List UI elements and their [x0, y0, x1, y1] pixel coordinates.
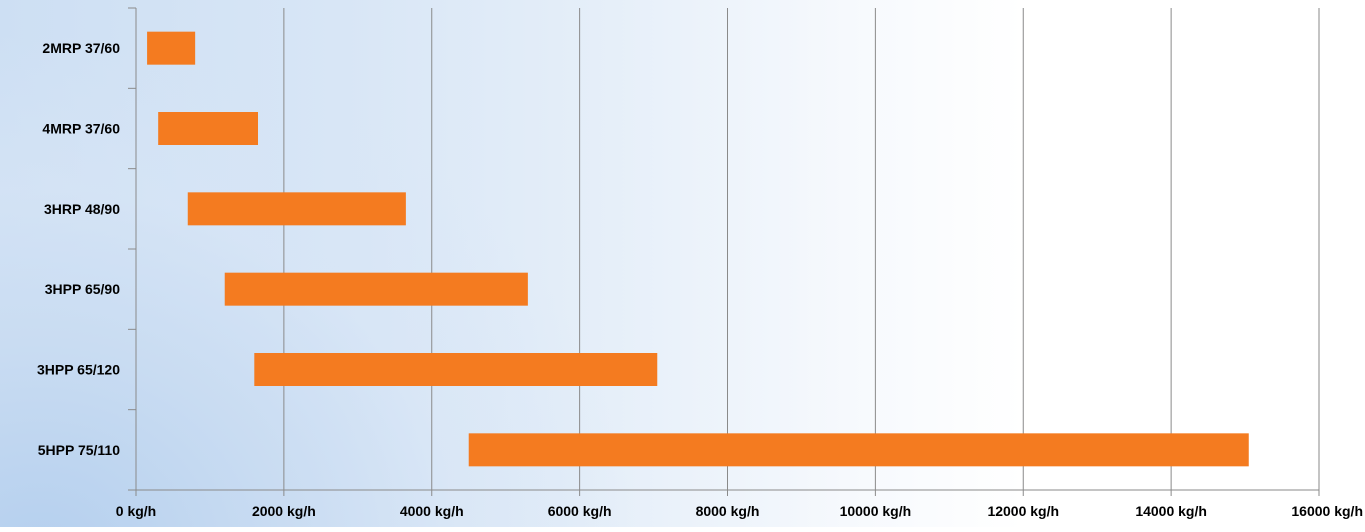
- y-tick-label: 4MRP 37/60: [42, 121, 120, 137]
- range-bar: [187, 192, 406, 226]
- x-tick-label: 10000 kg/h: [840, 503, 912, 519]
- y-tick-label: 3HRP 48/90: [44, 201, 120, 217]
- labels: 2MRP 37/60 4MRP 37/60 3HRP 48/90 3HPP 65/90…: [37, 40, 1363, 519]
- x-tick-label: 16000 kg/h: [1291, 503, 1363, 519]
- x-tick-label: 0 kg/h: [116, 503, 156, 519]
- y-tick-label: 3HPP 65/90: [45, 281, 120, 297]
- y-tick-label: 2MRP 37/60: [42, 40, 120, 56]
- bars: [147, 31, 1249, 467]
- grid-lines: [283, 8, 1320, 490]
- range-bar: [468, 433, 1249, 467]
- range-bar: [254, 353, 658, 386]
- x-tick-label: 12000 kg/h: [987, 503, 1059, 519]
- range-bar: [158, 112, 258, 145]
- y-tick-label: 5HPP 75/110: [38, 442, 120, 458]
- x-tick-label: 6000 kg/h: [548, 503, 612, 519]
- range-bar: [224, 272, 528, 306]
- range-bar: [147, 31, 196, 65]
- x-tick-label: 8000 kg/h: [696, 503, 760, 519]
- x-tick-label: 4000 kg/h: [400, 503, 464, 519]
- y-tick-label: 3HPP 65/120: [37, 362, 120, 378]
- axes: [128, 7, 1320, 496]
- x-tick-label: 2000 kg/h: [252, 503, 316, 519]
- x-tick-label: 14000 kg/h: [1135, 503, 1207, 519]
